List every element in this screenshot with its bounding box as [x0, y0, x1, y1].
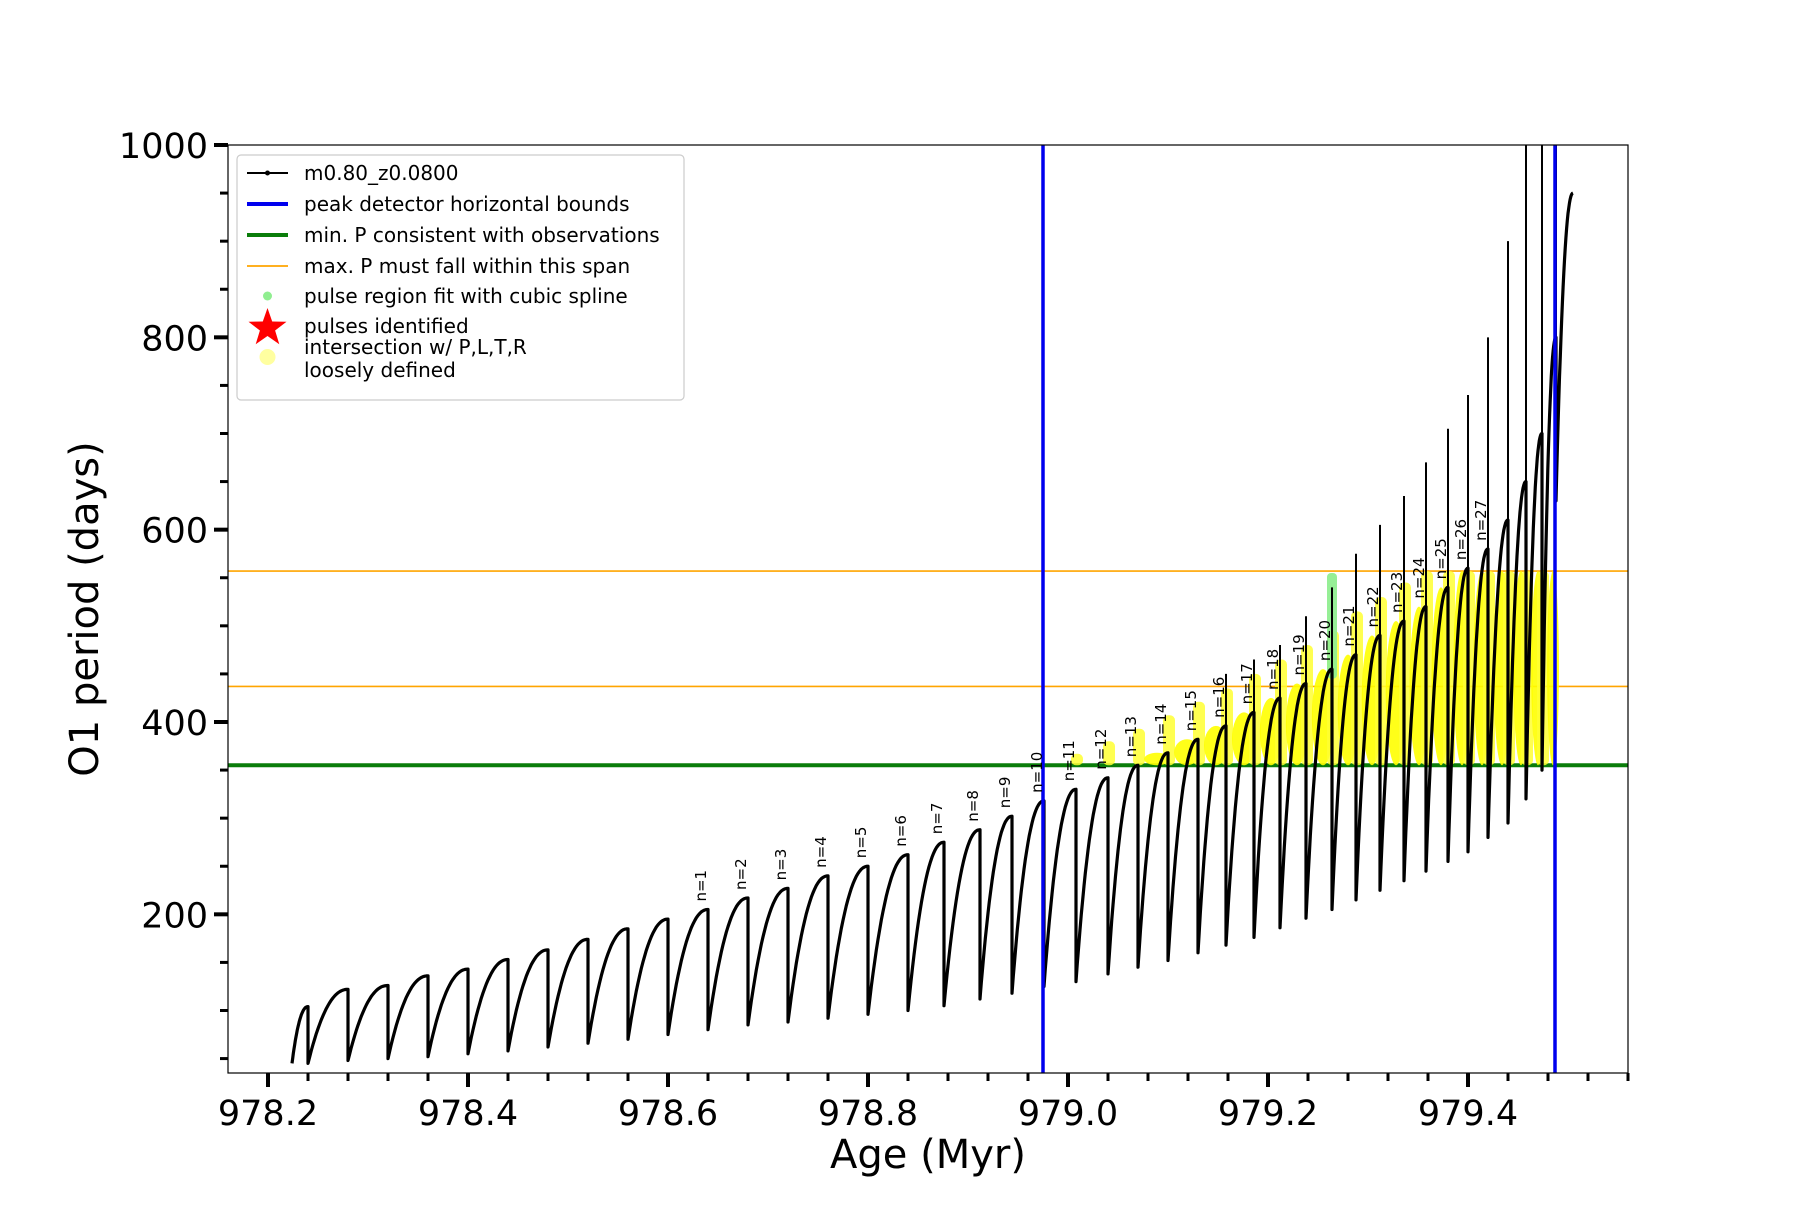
x-tick-label-4: 979.0: [1018, 1094, 1118, 1134]
plot-frame: [227, 144, 1629, 1074]
pulse-label-18: n=9: [996, 777, 1014, 809]
legend-label-1: peak detector horizontal bounds: [304, 192, 630, 216]
x-tick-label-6: 979.4: [1418, 1094, 1518, 1134]
y-tick-label-0: 200: [141, 896, 208, 936]
x-axis-label: Age (Myr): [830, 1132, 1026, 1178]
loosely-defined-band-22: [1103, 741, 1115, 766]
pulse-label-15: n=6: [892, 815, 910, 847]
y-tick-label-3: 800: [141, 319, 208, 359]
loosely-defined-band-23: [1133, 728, 1145, 766]
legend-label-3: max. P must fall within this span: [304, 254, 630, 278]
legend-label-6: intersection w/ P,L,T,R: [304, 335, 527, 359]
loosely-defined-blob-40: [1547, 571, 1559, 766]
x-tick-label-0: 978.2: [218, 1094, 318, 1134]
legend-label-4: pulse region fit with cubic spline: [304, 284, 628, 308]
pulse-label-32: n=23: [1388, 572, 1406, 613]
pulse-label-21: n=12: [1092, 729, 1110, 770]
pulse-label-20: n=11: [1060, 740, 1078, 781]
y-tick-label-4: 1000: [119, 127, 208, 167]
x-tick-label-2: 978.6: [618, 1094, 718, 1134]
legend-label-5: pulses identified: [304, 314, 469, 338]
pulse-label-31: n=22: [1364, 586, 1382, 627]
loosely-defined-band-25: [1193, 701, 1205, 766]
pulse-label-16: n=7: [928, 803, 946, 835]
pulse-label-28: n=19: [1290, 634, 1308, 675]
legend-swatch-4: [263, 291, 272, 301]
pulse-label-12: n=3: [772, 849, 790, 881]
legend-swatch-6: [259, 349, 276, 365]
pulse-label-35: n=26: [1452, 519, 1470, 560]
legend-label-6: loosely defined: [304, 358, 456, 382]
legend-swatch-5: [248, 308, 287, 345]
y-tick-label-1: 400: [141, 704, 208, 744]
pulse-label-19: n=10: [1028, 752, 1046, 793]
pulse-label-34: n=25: [1432, 538, 1450, 579]
legend-box: [236, 154, 685, 401]
pulse-label-10: n=1: [692, 870, 710, 902]
pulse-label-36: n=27: [1472, 500, 1490, 541]
plot-area: [228, 145, 1628, 1073]
x-tick-label-5: 979.2: [1218, 1094, 1318, 1134]
x-tick-label-1: 978.4: [418, 1094, 518, 1134]
pulse-label-25: n=16: [1210, 677, 1228, 718]
pulse-label-11: n=2: [732, 858, 750, 890]
pulse-label-24: n=15: [1182, 690, 1200, 731]
legend-label-0: m0.80_z0.0800: [304, 161, 459, 185]
pulse-label-13: n=4: [812, 836, 830, 868]
pulse-label-14: n=5: [852, 827, 870, 859]
legend-label-2: min. P consistent with observations: [304, 223, 660, 247]
pulse-label-33: n=24: [1410, 557, 1428, 598]
pulse-label-29: n=20: [1316, 620, 1334, 661]
x-tick-label-3: 978.8: [818, 1094, 918, 1134]
legend-marker-0: [265, 170, 270, 176]
loosely-defined-band-21: [1071, 753, 1083, 766]
y-tick-label-2: 600: [141, 512, 208, 552]
y-axis-label: O1 period (days): [62, 441, 108, 776]
pulse-label-23: n=14: [1152, 704, 1170, 745]
pulse-label-22: n=13: [1122, 716, 1140, 757]
pulse-label-27: n=18: [1264, 649, 1282, 690]
pulse-label-30: n=21: [1340, 606, 1358, 647]
pulse-label-26: n=17: [1238, 663, 1256, 704]
pulse-label-17: n=8: [964, 790, 982, 822]
